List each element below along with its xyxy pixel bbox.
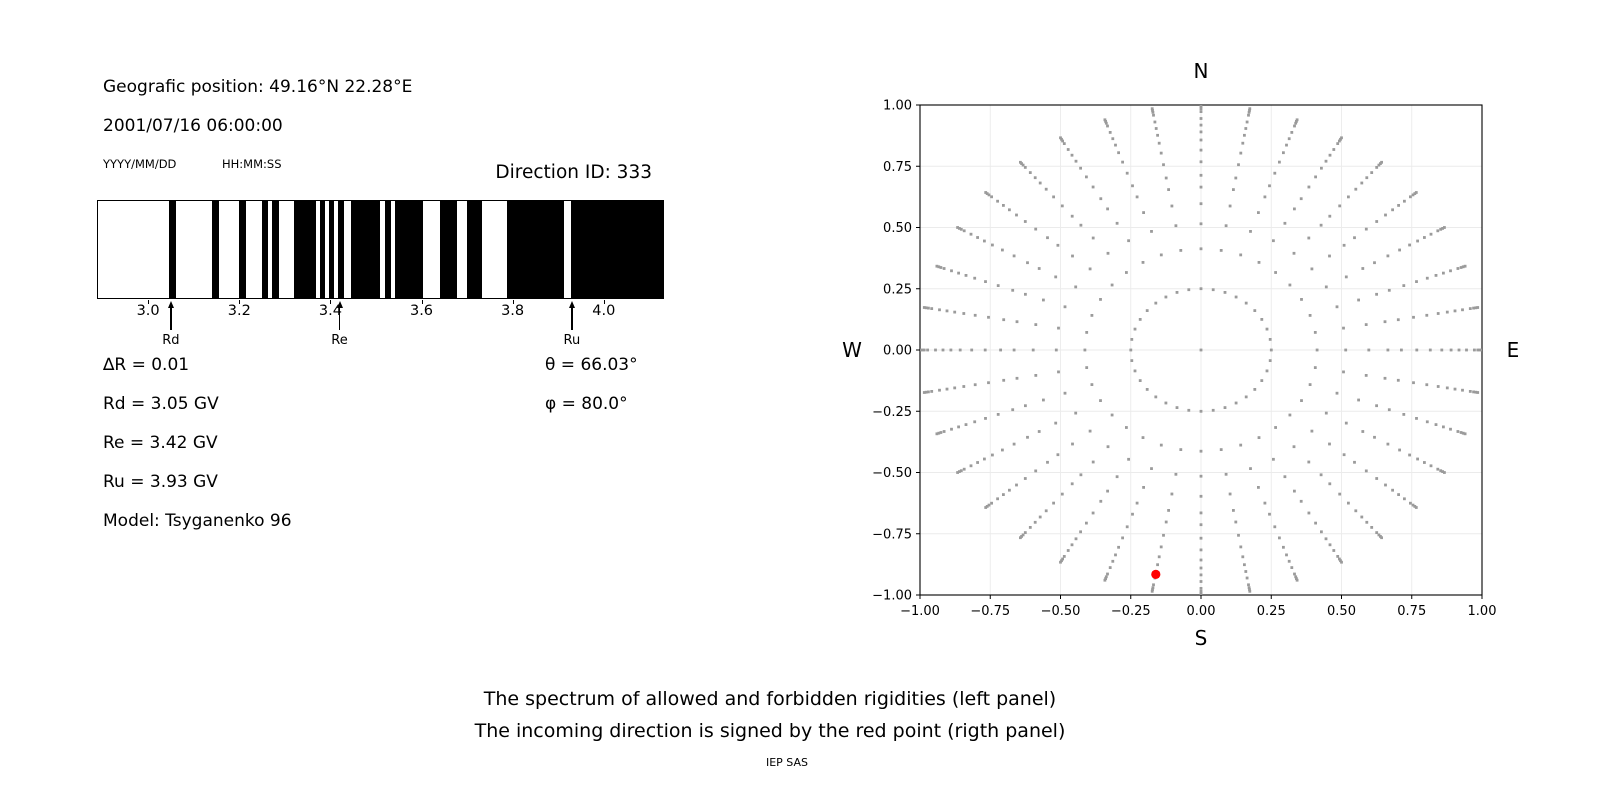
arrow-stem [170,307,172,330]
cutoff-marker-arrow-rd [166,301,176,330]
arrow-up-icon [568,301,575,308]
direction-id: Direction ID: 333 [495,162,652,183]
caption-line-1: The spectrum of allowed and forbidden ri… [483,688,1057,710]
allowed-rigidity-band [319,201,325,298]
compass-label-south: S [1195,626,1208,650]
allowed-rigidity-band [466,201,483,298]
allowed-rigidity-band [211,201,220,298]
cutoff-marker-label-re: Re [331,333,348,348]
allowed-rigidity-band [262,201,269,298]
incoming-direction-chart: −1.00−1.00 −0.75 −0.75 −0.50 −0.50 −0.25 −0.25… [842,59,1520,650]
y-tick-label: 0.75 [883,160,912,175]
x-tick-label: −0.50 [1041,604,1081,619]
x-tick-label: 1.00 [1468,604,1497,619]
y-tick-label: −1.00 [872,589,912,604]
allowed-rigidity-band [338,201,344,298]
param-re: Re = 3.42 GV [103,433,218,453]
x-tick-label: 3.2 [227,303,251,319]
allowed-rigidity-band [351,201,381,298]
arrow-up-icon [336,301,343,308]
cutoff-marker-label-rd: Rd [162,333,180,348]
x-tick [512,300,514,304]
x-tick-label: −0.75 [970,604,1010,619]
asymptotic-direction-dots [920,105,1482,595]
arrow-up-icon [167,301,174,308]
x-tick-label: 3.6 [409,303,434,319]
caption-line-2: The incoming direction is signed by the … [474,720,1066,742]
arrow-stem [338,307,341,330]
allowed-rigidity-band [169,201,177,298]
x-tick-label: −0.25 [1111,604,1151,619]
compass-label-west: W [842,338,862,362]
allowed-rigidity-band [507,201,565,298]
cutoff-marker-label-ru: Ru [563,333,581,348]
allowed-rigidity-band [293,201,316,298]
x-tick-label: 0.25 [1257,604,1286,619]
y-tick-label: 0.50 [883,221,912,236]
allowed-rigidity-band [271,201,279,298]
x-tick-label: 0.75 [1397,604,1426,619]
param-delta-r: ∆R = 0.01 [103,355,190,375]
param-model: Model: Tsyganenko 96 [103,511,292,531]
center-dot [1199,348,1203,352]
y-tick-label: −0.25 [872,405,912,420]
compass-label-east: E [1507,338,1520,362]
x-tick [330,300,332,304]
param-ru: Ru = 3.93 GV [103,472,218,492]
x-tick-label: 3.0 [136,303,160,319]
allowed-rigidity-band [439,201,458,298]
x-tick-label: −1.00 [900,604,940,619]
allowed-rigidity-band [395,201,423,298]
cutoff-marker-arrow-ru [567,301,577,330]
rigidity-spectrum-axis: 3.0 3.2 3.4 3.6 3.8 4.0 Rd Re Ru [97,300,666,362]
y-tick-label: −0.50 [872,466,912,481]
x-tick-label: 4.0 [592,303,616,319]
x-tick [148,300,150,304]
allowed-rigidity-band [571,201,663,298]
y-tick-label: −0.75 [872,527,912,542]
time-format-label: HH:MM:SS [222,157,282,171]
y-tick-label: 0.25 [883,282,912,297]
arrow-stem [571,307,573,330]
rigidity-spectrum-chart [97,200,664,299]
x-tick-label: 0.00 [1187,604,1216,619]
geographic-position: Geografic position: 49.16°N 22.28°E [103,77,413,97]
datetime-value: 2001/07/16 06:00:00 [103,116,283,136]
cutoff-marker-arrow-re [335,301,345,330]
y-tick-label: 1.00 [883,99,912,114]
param-phi: φ = 80.0° [545,394,628,414]
x-tick [421,300,423,304]
allowed-rigidity-band [328,201,335,298]
allowed-rigidity-band [239,201,246,298]
compass-label-north: N [1194,59,1209,83]
date-format-label: YYYY/MM/DD [103,157,177,171]
credit-text: IEP SAS [765,756,809,769]
y-tick-label: 0.00 [883,344,912,359]
param-theta: θ = 66.03° [545,355,638,375]
param-rd: Rd = 3.05 GV [103,394,219,414]
x-tick-label: 3.8 [501,303,525,319]
red-incoming-direction-point [1151,569,1161,580]
allowed-rigidity-band [385,201,391,298]
x-tick [603,300,605,304]
x-tick [239,300,241,304]
x-tick-label: 3.4 [318,303,342,319]
x-tick-label: 0.50 [1327,604,1356,619]
